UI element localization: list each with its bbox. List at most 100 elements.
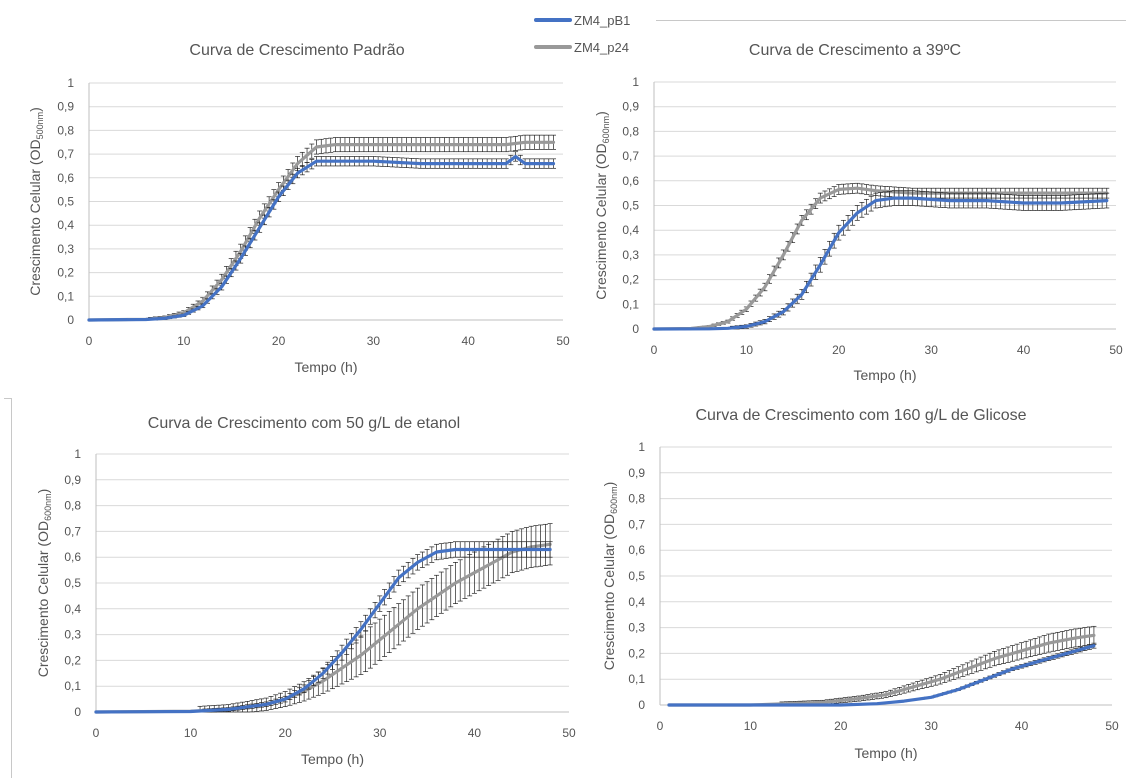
y-tick-label: 0,2 [57,266,74,280]
y-tick-label: 0,2 [622,273,639,287]
x-axis-title: Tempo (h) [853,367,916,383]
legend-swatch-zm4-p24 [534,45,572,49]
y-axis-title-main: Crescimento Celular (OD [35,521,51,677]
chart-title: Curva de Crescimento Padrão [189,42,404,59]
x-tick-label: 10 [184,726,198,740]
x-tick-label: 50 [1109,343,1123,357]
chart-2: Curva de Crescimento a 39ºC 0 0,1 0,2 0,3 0,4… [593,42,1123,383]
x-tick-label: 50 [556,334,570,348]
series-zm4-pb1 [652,190,1110,331]
y-tick-label: 0,5 [622,199,639,213]
y-tick-label: 1 [632,75,639,89]
y-axis-title: Crescimento Celular (OD500nm) [27,107,45,296]
y-axis-title-end: ) [35,489,51,494]
x-tick-label: 40 [1017,343,1031,357]
x-tick-label: 10 [744,719,758,733]
x-tick-label: 30 [367,334,381,348]
series-zm4-pb1 [87,151,557,322]
y-tick-label: 0,1 [57,289,74,303]
y-axis-title-end: ) [593,111,609,116]
chart-4: Curva de Crescimento com 160 g/L de Glic… [601,407,1119,761]
y-axis-title-subscript: 600nm [609,486,619,514]
y-tick-label: 0,1 [622,297,639,311]
x-tick-label: 10 [740,343,754,357]
legend-label: ZM4_p24 [574,39,629,55]
y-tick-label: 0,4 [628,595,645,609]
y-tick-label: 0,3 [628,621,645,635]
y-tick-label: 0,6 [64,550,81,564]
x-tick-label: 40 [462,334,476,348]
legend: ZM4_pB1 ZM4_p24 [528,0,656,62]
y-tick-label: 0,6 [57,171,74,185]
y-axis-title-main: Crescimento Celular (OD [27,139,43,295]
y-tick-label: 0,6 [622,174,639,188]
y-tick-label: 0,7 [628,517,645,531]
y-tick-label: 0,3 [622,248,639,262]
series-line [94,547,552,714]
y-axis-title: Crescimento Celular (OD600nm) [593,111,611,300]
y-tick-label: 0,8 [57,123,74,137]
series-line [652,196,1109,331]
y-tick-label: 0,3 [57,242,74,256]
x-axis-title: Tempo (h) [301,751,364,767]
legend-swatch-zm4-pb1 [534,18,572,22]
y-axis-title-subscript: 600nm [601,116,611,144]
chart-title: Curva de Crescimento com 160 g/L de Glic… [695,407,1026,424]
x-tick-label: 30 [925,719,939,733]
y-tick-label: 0,5 [57,195,74,209]
y-tick-label: 0,1 [628,672,645,686]
y-tick-label: 0,4 [57,218,74,232]
x-tick-label: 10 [177,334,191,348]
y-axis-title: Crescimento Celular (OD600nm) [35,489,53,678]
y-tick-label: 0,4 [622,223,639,237]
chart-title: Curva de Crescimento com 50 g/L de etano… [148,415,460,432]
y-axis-title-main: Crescimento Celular (OD [601,514,617,670]
series-line [87,154,556,322]
x-tick-label: 40 [468,726,482,740]
x-tick-label: 50 [562,726,576,740]
y-axis-title-subscript: 600nm [43,493,53,521]
y-tick-label: 1 [74,447,81,461]
y-tick-label: 0,8 [64,499,81,513]
y-axis-title-main: Crescimento Celular (OD [593,143,609,299]
y-tick-label: 0,8 [628,492,645,506]
y-tick-label: 0,9 [64,473,81,487]
frame-divider-top [656,20,1126,21]
chart-title: Curva de Crescimento a 39ºC [749,42,961,59]
legend-label: ZM4_pB1 [574,12,631,28]
y-tick-label: 0 [632,322,639,336]
y-tick-label: 0 [74,705,81,719]
series-line [87,140,556,322]
y-tick-label: 0,4 [64,602,81,616]
frame-divider-left [11,398,12,778]
y-tick-label: 0 [638,698,645,712]
y-tick-label: 0,9 [622,100,639,114]
x-tick-label: 0 [86,334,93,348]
y-tick-label: 0,9 [57,100,74,114]
y-tick-label: 0,7 [57,147,74,161]
y-tick-label: 0,2 [628,646,645,660]
y-tick-label: 0,5 [628,569,645,583]
y-tick-label: 0,5 [64,576,81,590]
x-axis-title: Tempo (h) [854,745,917,761]
legend-item: ZM4_pB1 [534,10,630,30]
series-line [652,186,1109,331]
chart-1: Curva de Crescimento Padrão 0 0,1 0,2 0,3 0,4… [27,42,570,375]
y-tick-label: 1 [67,76,74,90]
y-tick-label: 1 [638,440,645,454]
series-zm4-p24 [652,182,1110,331]
x-tick-label: 20 [279,726,293,740]
x-tick-label: 20 [272,334,286,348]
x-tick-label: 20 [834,719,848,733]
x-tick-label: 0 [657,719,664,733]
y-tick-label: 0,7 [622,149,639,163]
y-tick-label: 0,1 [64,679,81,693]
frame-divider-tick [4,398,12,399]
y-tick-label: 0,9 [628,466,645,480]
x-tick-label: 20 [832,343,846,357]
chart-3: Curva de Crescimento com 50 g/L de etano… [35,415,576,767]
series-line [667,633,1096,707]
legend-item: ZM4_p24 [534,37,629,57]
